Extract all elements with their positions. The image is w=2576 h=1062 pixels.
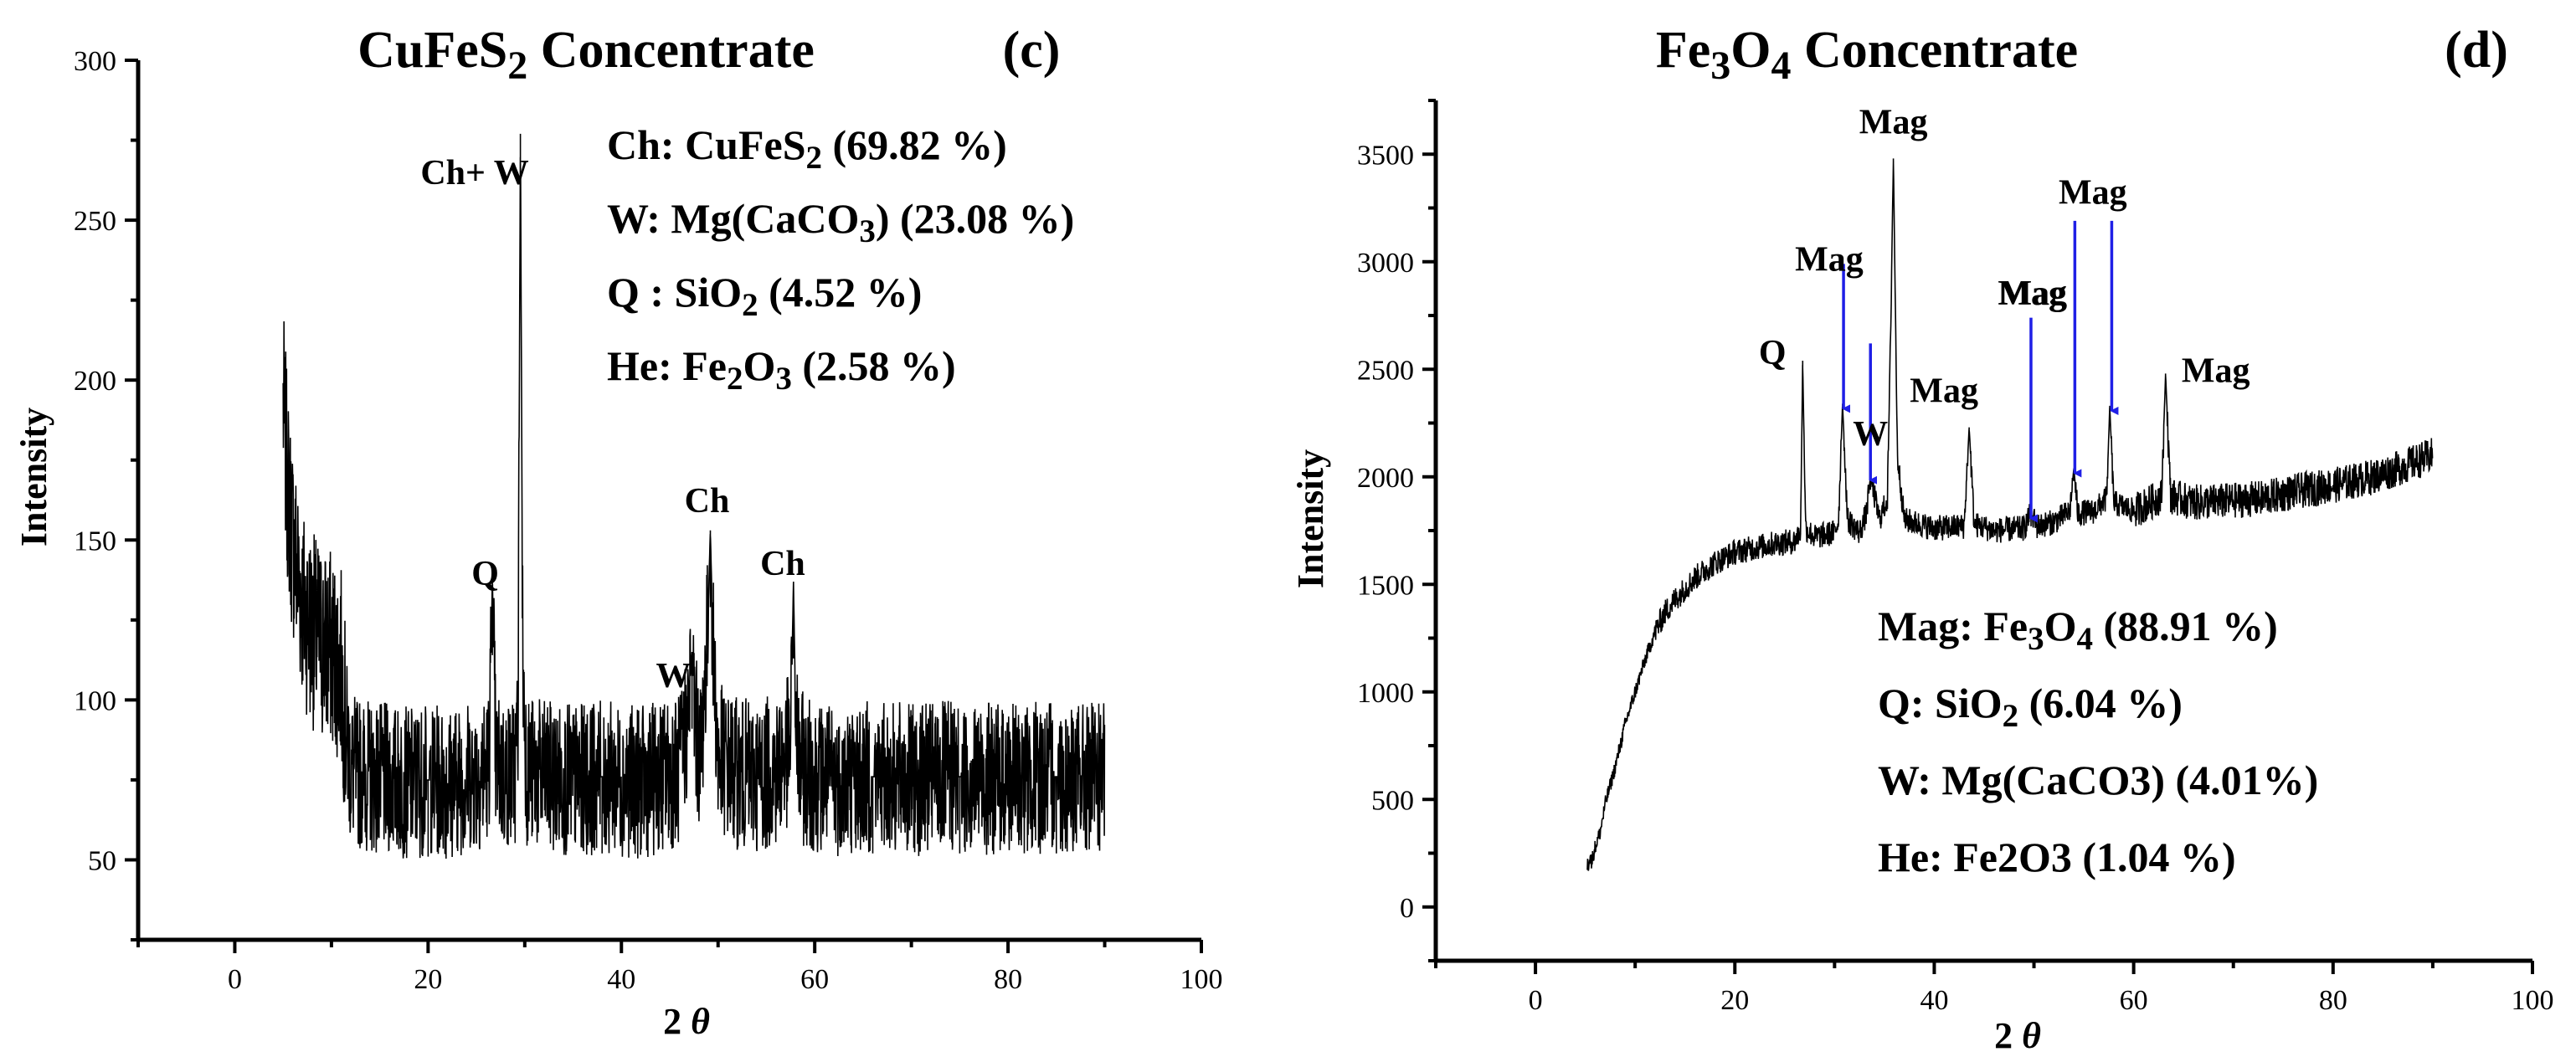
text-part: 2	[742, 287, 758, 323]
legend-entry: He: Fe2O3 (2.58 %)	[607, 342, 956, 397]
peak-label: W	[1853, 415, 1888, 454]
text-part: 2	[727, 361, 743, 397]
y-tick-label: 2000	[1357, 463, 1414, 494]
panel-label: (d)	[2445, 22, 2508, 79]
text-part: CuFeS	[357, 22, 507, 79]
peak-label: Mag	[1910, 372, 1978, 411]
x-tick-label: 100	[2512, 985, 2554, 1016]
text-part: (2.58 %)	[792, 342, 956, 389]
text-part: (88.91 %)	[2093, 603, 2278, 649]
text-part: 2	[1994, 1015, 2022, 1056]
x-tick-label: 80	[994, 964, 1022, 995]
chart-panel-c: 0 20 40 60 80 100 50 100 150 200 250 300 2 θ Intensit…	[13, 22, 1223, 1042]
peak-label: Mag	[1998, 274, 2066, 313]
text-part: He: Fe2O3 (1.04 %)	[1878, 834, 2236, 880]
x-axis-label: 2 θ	[663, 1001, 710, 1042]
text-part: θ	[2022, 1015, 2041, 1056]
text-part: 3	[2028, 621, 2044, 657]
legend-entry: Ch: CuFeS2 (69.82 %)	[607, 121, 1007, 176]
text-part: Concentrate	[1792, 22, 2079, 79]
text-part: (69.82 %)	[822, 121, 1007, 168]
peak-label: Mag	[2182, 351, 2250, 390]
y-tick-label: 3000	[1357, 248, 1414, 279]
x-tick-label: 20	[1720, 985, 1749, 1016]
x-axis-label: 2 θ	[1994, 1015, 2041, 1056]
y-tick-label: 3500	[1357, 140, 1414, 171]
text-part: O	[2044, 603, 2077, 649]
x-tick-label: 60	[800, 964, 829, 995]
x-tick-label: 80	[2319, 985, 2347, 1016]
text-part: 3	[1710, 44, 1730, 88]
peak-label: W	[656, 657, 692, 695]
y-axis-label: Intensity	[13, 408, 54, 546]
legend-entry: W: Mg(CaCO3) (4.01%)	[1878, 757, 2318, 803]
chart-panel-d: 0 20 40 60 80 1000500100015002000250030003500…	[1290, 22, 2554, 1056]
text-part: Mag: Fe	[1878, 603, 2028, 649]
peak-label: Mag	[1999, 274, 2068, 313]
text-part: Q : SiO	[607, 269, 742, 316]
x-tick-label: 100	[1180, 964, 1223, 995]
y-tick-label: 300	[74, 46, 116, 77]
y-tick-label: 200	[74, 366, 116, 397]
x-tick-label: 40	[1920, 985, 1948, 1016]
text-part: (6.04 %)	[2018, 680, 2183, 726]
text-part: θ	[691, 1001, 710, 1042]
text-part: 3	[859, 213, 876, 249]
panel-label: (c)	[1003, 22, 1061, 79]
text-part: 2	[2003, 698, 2019, 734]
y-tick-label: 150	[74, 526, 116, 557]
y-tick-label: 2500	[1357, 355, 1414, 386]
y-tick-label: 0	[1400, 893, 1414, 924]
chart-title: CuFeS2 Concentrate	[357, 22, 815, 88]
text-part: 4	[2076, 621, 2093, 657]
text-part: ) (23.08 %)	[876, 195, 1074, 242]
text-part: 4	[1771, 44, 1792, 88]
text-part: O	[1730, 22, 1771, 79]
text-part: 3	[775, 361, 792, 397]
text-part: Fe	[1656, 22, 1710, 79]
x-tick-label: 0	[1529, 985, 1543, 1016]
y-tick-label: 50	[88, 845, 116, 876]
text-part: Concentrate	[527, 22, 815, 79]
text-part: (4.52 %)	[758, 269, 923, 316]
x-tick-label: 60	[2120, 985, 2148, 1016]
x-tick-label: 40	[607, 964, 635, 995]
y-tick-label: 100	[74, 685, 116, 716]
y-tick-label: 1000	[1357, 678, 1414, 709]
text-part: W: Mg(CaCO	[607, 195, 859, 242]
text-part: Q: SiO	[1878, 680, 2003, 726]
y-tick-label: 250	[74, 206, 116, 237]
peak-label: Ch	[760, 545, 805, 583]
text-part: Ch: CuFeS	[607, 121, 806, 168]
legend-entry: Mag: Fe3O4 (88.91 %)	[1878, 603, 2278, 657]
legend-entry: Q: SiO2 (6.04 %)	[1878, 680, 2183, 734]
xrd-series-line	[282, 133, 1106, 859]
text-part: 2	[806, 140, 823, 176]
peak-label: Q	[471, 555, 499, 593]
peak-label: Mag	[1795, 240, 1864, 279]
text-part: He: Fe	[607, 342, 727, 389]
y-axis-label: Intensity	[1290, 449, 1331, 588]
text-part: 2	[663, 1001, 691, 1042]
legend-entry: He: Fe2O3 (1.04 %)	[1878, 834, 2236, 880]
text-part: 2	[507, 44, 527, 88]
legend-entry: Q : SiO2 (4.52 %)	[607, 269, 922, 323]
text-part: W: Mg(CaCO3) (4.01%)	[1878, 757, 2318, 803]
peak-label: Mag	[2059, 173, 2127, 212]
y-tick-label: 1500	[1357, 570, 1414, 601]
peak-label: Q	[1759, 334, 1787, 372]
legend-entry: W: Mg(CaCO3) (23.08 %)	[607, 195, 1074, 249]
y-tick-label: 500	[1371, 785, 1414, 816]
peak-label: Ch+ W	[420, 154, 528, 192]
peak-label: Ch	[685, 482, 730, 521]
x-tick-label: 0	[228, 964, 242, 995]
x-tick-label: 20	[414, 964, 442, 995]
chart-title: Fe3O4 Concentrate	[1656, 22, 2078, 88]
peak-label: Mag	[1859, 103, 1928, 141]
text-part: O	[743, 342, 775, 389]
